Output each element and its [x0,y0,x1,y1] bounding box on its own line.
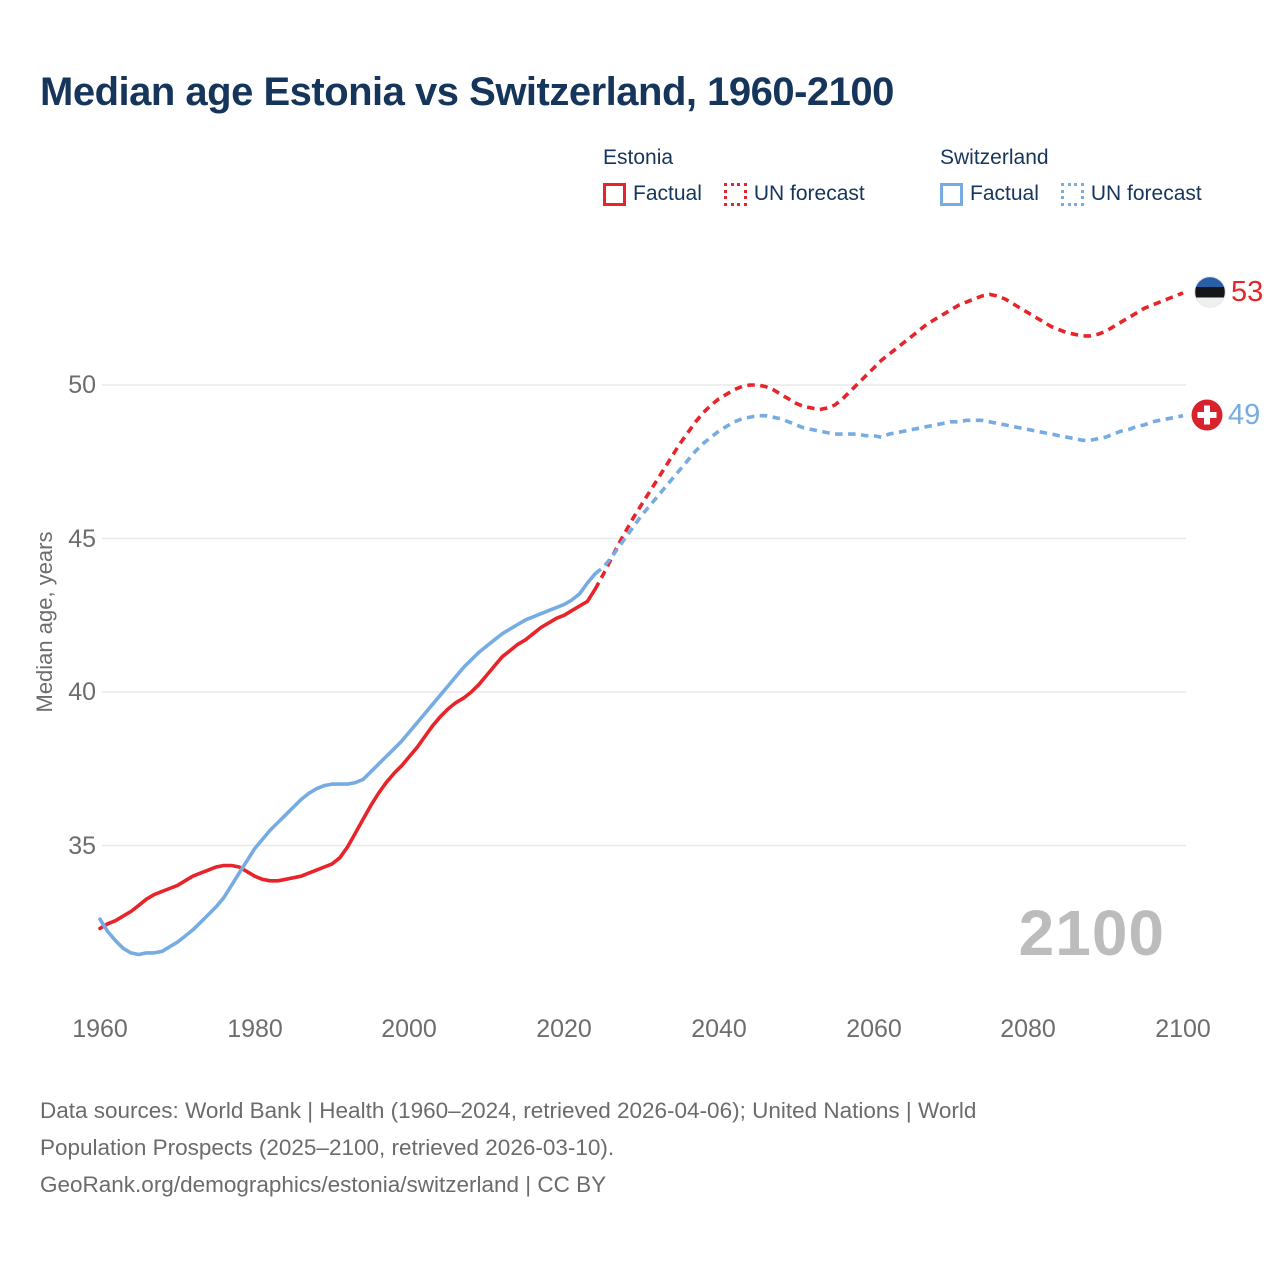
switzerland-factual-swatch-icon [940,182,963,206]
estonia-factual-swatch-icon [603,182,626,206]
legend-group-estonia: Estonia Factual UN forecast [603,146,865,206]
x-tick-label-2100: 2100 [1155,1015,1211,1043]
legend: Estonia Factual UN forecast Switzerland … [0,146,1280,226]
legend-group-label: Switzerland [940,146,1049,169]
x-tick-label-1980: 1980 [227,1015,283,1043]
legend-item-label: UN forecast [753,182,865,205]
y-tick-label-40: 40 [68,678,96,706]
legend-item-label: Factual [633,182,702,205]
legend-item-estonia-factual[interactable]: Factual [603,182,702,206]
legend-item-estonia-forecast[interactable]: UN forecast [723,182,865,206]
footer-attribution-link: GeoRank.org/demographics/estonia/switzer… [40,1172,607,1197]
x-tick-label-2020: 2020 [536,1015,592,1043]
series-line-estonia-forecast [593,291,1184,591]
estonia-flag-icon [1194,276,1226,308]
page-title: Median age Estonia vs Switzerland, 1960-… [40,70,894,114]
end-label-estonia: 53 [1194,276,1263,308]
footer-data-sources: Data sources: World Bank | Health (1960–… [40,1098,977,1123]
x-tick-label-2040: 2040 [691,1015,747,1043]
legend-item-switzerland-factual[interactable]: Factual [940,182,1039,206]
estonia-forecast-swatch-icon [723,182,747,206]
series-line-estonia-factual [98,587,597,931]
y-tick-label-35: 35 [68,832,96,860]
watermark-year: 2100 [1018,897,1165,969]
series-line-switzerland-forecast [593,413,1184,576]
footer: Data sources: World Bank | Health (1960–… [40,1092,1190,1203]
y-tick-label-45: 45 [68,525,96,553]
switzerland-flag-icon [1191,399,1223,431]
end-label-switzerland: 49 [1191,399,1260,431]
legend-item-label: UN forecast [1090,182,1202,205]
y-tick-label-50: 50 [68,371,96,399]
legend-group-switzerland: Switzerland Factual UN forecast [940,146,1202,206]
switzerland-forecast-swatch-icon [1060,182,1084,206]
series-line-switzerland-factual [98,571,597,957]
x-tick-label-2080: 2080 [1000,1015,1056,1043]
end-value-switzerland: 49 [1228,399,1261,431]
x-tick-label-2000: 2000 [381,1015,437,1043]
legend-item-label: Factual [970,182,1039,205]
x-tick-label-2060: 2060 [846,1015,902,1043]
x-tick-label-1960: 1960 [72,1015,128,1043]
footer-data-sources-2: Population Prospects (2025–2100, retriev… [40,1135,615,1160]
legend-group-label: Estonia [603,146,674,169]
legend-item-switzerland-forecast[interactable]: UN forecast [1060,182,1202,206]
end-value-estonia: 53 [1231,276,1264,308]
